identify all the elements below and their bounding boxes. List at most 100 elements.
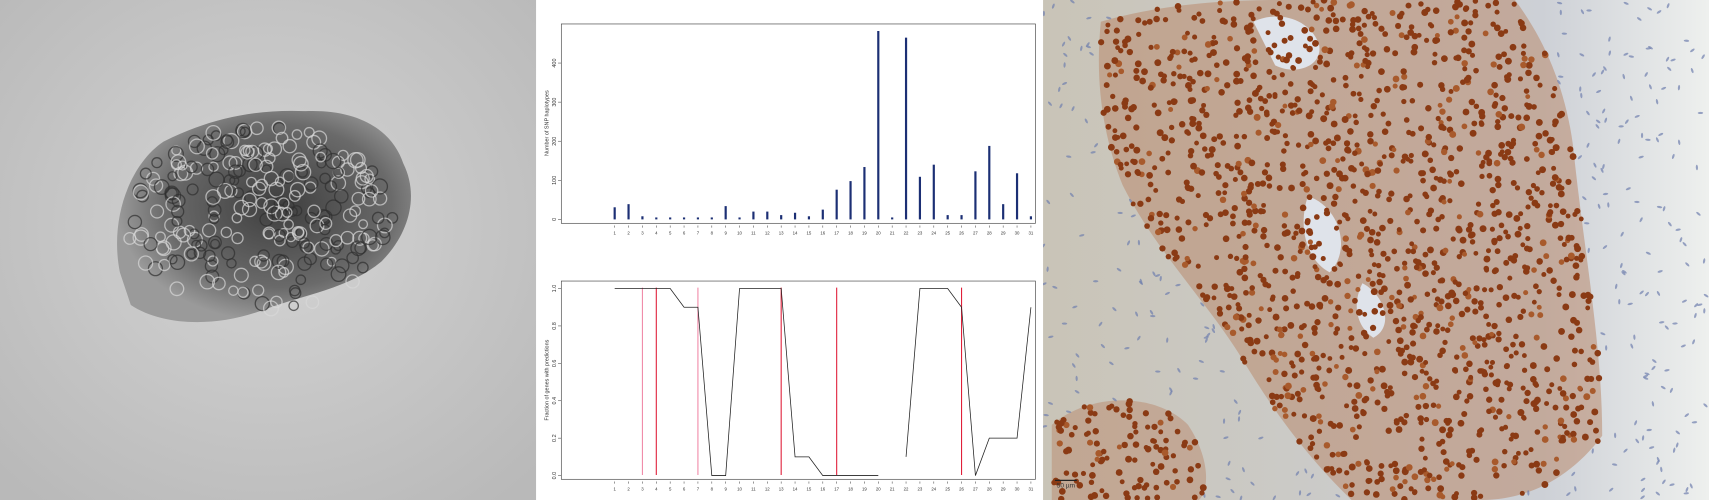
nucleus — [1256, 6, 1262, 12]
stroma-nucleus — [1672, 447, 1676, 453]
stroma-nucleus — [1672, 322, 1678, 325]
nucleus — [1495, 336, 1502, 343]
y-tick-label: 0.6 — [552, 360, 558, 368]
nucleus — [1570, 316, 1577, 324]
nucleus — [1399, 83, 1406, 91]
nucleus — [1401, 316, 1407, 322]
nucleus — [1472, 308, 1479, 315]
stroma-nucleus — [1657, 270, 1663, 273]
nucleus — [1294, 223, 1301, 230]
nucleus — [1284, 382, 1292, 390]
nucleus — [1447, 426, 1454, 433]
nucleus — [1499, 149, 1505, 155]
cell — [242, 156, 258, 173]
nucleus — [1329, 451, 1336, 458]
nucleus — [1376, 188, 1382, 195]
nucleus — [1135, 482, 1142, 490]
bar — [1015, 173, 1019, 220]
nucleus — [1245, 322, 1252, 329]
nucleus — [1466, 448, 1473, 455]
nucleus — [1264, 162, 1270, 168]
nucleus — [1313, 175, 1320, 182]
nucleus — [1549, 136, 1555, 142]
x-tick-label: 24 — [931, 486, 936, 491]
nucleus — [1203, 111, 1210, 118]
nucleus — [1418, 1, 1424, 7]
nucleus — [1358, 73, 1364, 79]
nucleus — [1496, 330, 1502, 337]
stroma-nucleus — [1677, 84, 1681, 91]
stroma-nucleus — [1075, 375, 1078, 382]
nucleus — [1441, 55, 1448, 62]
nucleus — [1557, 190, 1565, 198]
nucleus — [1107, 143, 1115, 151]
nucleus — [1266, 93, 1273, 99]
nucleus — [1155, 228, 1162, 236]
nucleus — [1242, 254, 1249, 261]
nucleus — [1208, 146, 1216, 154]
nucleus — [1405, 2, 1412, 9]
nucleus — [1461, 123, 1468, 130]
nucleus — [1461, 60, 1468, 67]
nucleus — [1152, 468, 1160, 476]
stroma-nucleus — [1561, 32, 1568, 35]
nucleus — [1562, 423, 1568, 430]
nucleus — [1320, 115, 1328, 123]
nucleus — [1501, 51, 1507, 58]
nucleus — [1454, 14, 1460, 20]
nucleus — [1434, 32, 1440, 38]
nucleus — [1515, 294, 1521, 300]
nucleus — [1216, 133, 1223, 140]
stroma-nucleus — [1089, 52, 1094, 56]
stroma-nucleus — [1556, 1, 1563, 5]
nucleus — [1326, 280, 1333, 287]
bar — [1002, 204, 1005, 220]
nucleus — [1567, 252, 1575, 260]
stroma-nucleus — [1580, 9, 1585, 15]
nucleus — [1558, 259, 1565, 265]
nucleus — [1181, 34, 1188, 41]
nucleus — [1591, 408, 1599, 416]
nucleus — [1195, 193, 1201, 199]
nucleus — [1403, 34, 1410, 41]
nucleus — [1309, 109, 1315, 115]
nucleus — [1163, 437, 1169, 444]
nucleus — [1472, 8, 1478, 15]
nucleus — [1344, 278, 1351, 285]
nucleus — [1411, 373, 1419, 381]
nucleus — [1298, 369, 1305, 375]
nucleus — [1525, 94, 1531, 100]
nucleus — [1369, 324, 1377, 331]
nucleus — [1348, 308, 1354, 314]
bar — [988, 145, 991, 220]
nucleus — [1541, 50, 1548, 57]
nucleus — [1355, 287, 1361, 293]
nucleus — [1301, 171, 1307, 177]
nucleus — [1110, 93, 1116, 100]
nucleus — [1430, 380, 1436, 387]
nucleus — [1106, 404, 1112, 411]
stroma-nucleus — [1155, 370, 1161, 373]
nucleus — [1369, 168, 1376, 176]
nucleus — [1468, 20, 1474, 26]
nucleus — [1439, 108, 1446, 115]
nucleus — [1519, 24, 1527, 32]
nucleus — [1330, 120, 1338, 128]
nucleus — [1535, 118, 1543, 126]
nucleus — [1371, 14, 1378, 21]
nucleus — [1234, 255, 1240, 261]
nucleus — [1508, 353, 1514, 359]
stroma-nucleus — [1685, 486, 1689, 493]
cell — [187, 134, 202, 149]
nucleus — [1367, 137, 1374, 145]
nucleus — [1492, 414, 1499, 420]
nucleus — [1371, 262, 1377, 268]
nucleus — [1327, 299, 1334, 305]
nucleus — [1393, 474, 1399, 481]
nucleus — [1355, 460, 1362, 467]
nucleus — [1221, 18, 1228, 25]
nucleus — [1117, 15, 1124, 23]
stroma-nucleus — [1061, 41, 1066, 47]
nucleus — [1552, 144, 1560, 152]
nucleus — [1118, 68, 1125, 75]
